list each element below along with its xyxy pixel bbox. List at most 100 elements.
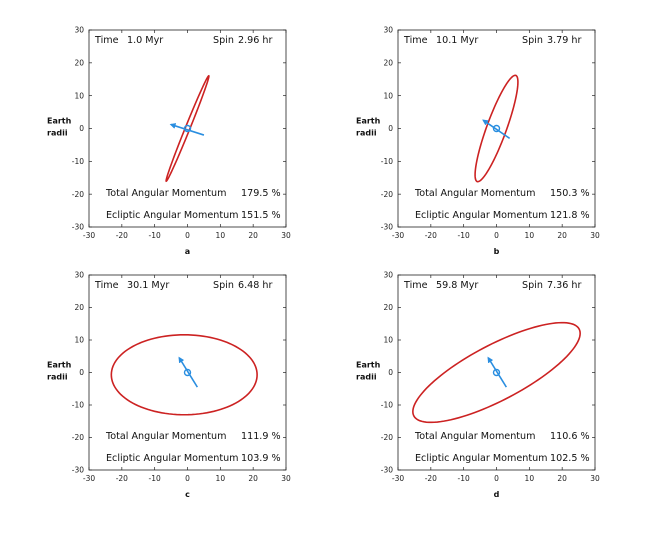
x-tick-label: 10	[525, 231, 535, 240]
y-tick-label: -10	[72, 157, 84, 166]
spin-arrow	[482, 119, 511, 140]
panel-c: -30 -20 -10 0 10 20 30 30 20 10 0 -10 -20 -30 Earth rad…	[47, 271, 291, 499]
y-tick-label: 30	[74, 26, 84, 35]
ecliptic-momentum-label: Ecliptic Angular Momentum	[415, 453, 548, 464]
center-marker	[492, 124, 501, 133]
y-tick-label: -20	[381, 433, 393, 442]
x-tick-label: 10	[216, 231, 226, 240]
total-momentum-value: 150.3 %	[550, 188, 590, 199]
panel-letter: a	[185, 247, 190, 256]
y-axis-label-line2: radii	[47, 373, 68, 382]
ecliptic-momentum-label: Ecliptic Angular Momentum	[415, 210, 548, 221]
y-tick-label: 0	[79, 368, 84, 377]
y-axis-label-line1: Earth	[356, 117, 381, 126]
center-marker	[183, 124, 192, 133]
total-momentum-label: Total Angular Momentum	[414, 431, 535, 442]
x-tick-label: 10	[216, 474, 226, 483]
y-tick-label: 20	[383, 303, 393, 312]
orbit-ellipse	[474, 74, 519, 183]
x-tick-label: -20	[116, 231, 128, 240]
total-momentum-value: 110.6 %	[550, 431, 590, 442]
ecliptic-momentum-value: 151.5 %	[241, 210, 281, 221]
total-momentum-label: Total Angular Momentum	[105, 188, 226, 199]
ecliptic-momentum-label: Ecliptic Angular Momentum	[106, 453, 239, 464]
center-marker	[183, 368, 192, 377]
y-tick-label: 10	[383, 336, 393, 345]
time-label: Time	[94, 35, 119, 46]
y-tick-label: 10	[383, 91, 393, 100]
x-tick-label: 30	[281, 231, 291, 240]
panel-d: -30 -20 -10 0 10 20 30 30 20 10 0 -10 -20 -30 Earth rad…	[356, 271, 600, 499]
y-axis-label-line2: radii	[356, 373, 377, 382]
y-tick-label: -30	[72, 223, 84, 232]
center-marker	[492, 368, 501, 377]
y-axis-label-line1: Earth	[47, 361, 72, 370]
ecliptic-momentum-value: 121.8 %	[550, 210, 590, 221]
x-tick-label: 30	[590, 474, 600, 483]
y-axis-label-line2: radii	[47, 129, 68, 138]
ecliptic-momentum-value: 103.9 %	[241, 453, 281, 464]
x-tick-label: 20	[557, 474, 567, 483]
ecliptic-momentum-value: 102.5 %	[550, 453, 590, 464]
y-tick-label: 30	[383, 271, 393, 280]
spin-arrow	[178, 356, 199, 388]
x-tick-label: 0	[185, 474, 190, 483]
x-tick-label: -20	[425, 231, 437, 240]
total-momentum-label: Total Angular Momentum	[105, 431, 226, 442]
y-axis-label-line1: Earth	[47, 117, 72, 126]
spin-value: 6.48 hr	[238, 280, 272, 291]
spin-arrow	[169, 123, 205, 136]
y-tick-label: 0	[388, 124, 393, 133]
x-tick-label: 20	[557, 231, 567, 240]
time-label: Time	[403, 280, 428, 291]
time-value: 59.8 Myr	[436, 280, 478, 291]
x-tick-label: -20	[425, 474, 437, 483]
x-tick-label: 10	[525, 474, 535, 483]
y-tick-label: 20	[74, 303, 84, 312]
total-momentum-label: Total Angular Momentum	[414, 188, 535, 199]
y-tick-label: -30	[72, 466, 84, 475]
y-axis-label-line1: Earth	[356, 361, 381, 370]
x-tick-label: -30	[83, 474, 95, 483]
y-tick-label: 10	[74, 336, 84, 345]
panel-a: -30 -20 -10 0 10 20 30 30 20 10 0 -10 -20 -30 Earth rad…	[47, 26, 291, 256]
spin-value: 7.36 hr	[547, 280, 581, 291]
y-tick-label: 20	[383, 59, 393, 68]
x-tick-label: -10	[149, 231, 161, 240]
spin-arrow	[487, 356, 508, 388]
time-value: 30.1 Myr	[127, 280, 169, 291]
spin-value: 2.96 hr	[238, 35, 272, 46]
y-axis-label-line2: radii	[356, 129, 377, 138]
y-tick-label: -20	[381, 190, 393, 199]
x-tick-label: -30	[83, 231, 95, 240]
spin-label: Spin	[522, 280, 543, 291]
x-tick-label: 20	[248, 231, 258, 240]
y-tick-label: 20	[74, 59, 84, 68]
y-tick-label: 0	[388, 368, 393, 377]
x-tick-label: 30	[590, 231, 600, 240]
panel-letter: c	[185, 490, 190, 499]
x-tick-label: 0	[494, 474, 499, 483]
time-label: Time	[403, 35, 428, 46]
spin-label: Spin	[213, 35, 234, 46]
spin-label: Spin	[213, 280, 234, 291]
x-tick-label: 0	[494, 231, 499, 240]
x-tick-label: -10	[149, 474, 161, 483]
x-tick-label: -30	[392, 474, 404, 483]
total-momentum-value: 111.9 %	[241, 431, 281, 442]
y-tick-label: 30	[74, 271, 84, 280]
orbit-ellipse	[110, 333, 258, 416]
orbit-ellipse	[165, 74, 210, 183]
x-tick-label: 0	[185, 231, 190, 240]
y-tick-label: -30	[381, 466, 393, 475]
time-label: Time	[94, 280, 119, 291]
x-tick-label: 20	[248, 474, 258, 483]
orbit-ellipse	[412, 321, 581, 424]
y-tick-label: -10	[381, 401, 393, 410]
y-tick-label: -10	[72, 401, 84, 410]
y-tick-label: 0	[79, 124, 84, 133]
time-value: 10.1 Myr	[436, 35, 478, 46]
spin-label: Spin	[522, 35, 543, 46]
x-tick-label: -20	[116, 474, 128, 483]
